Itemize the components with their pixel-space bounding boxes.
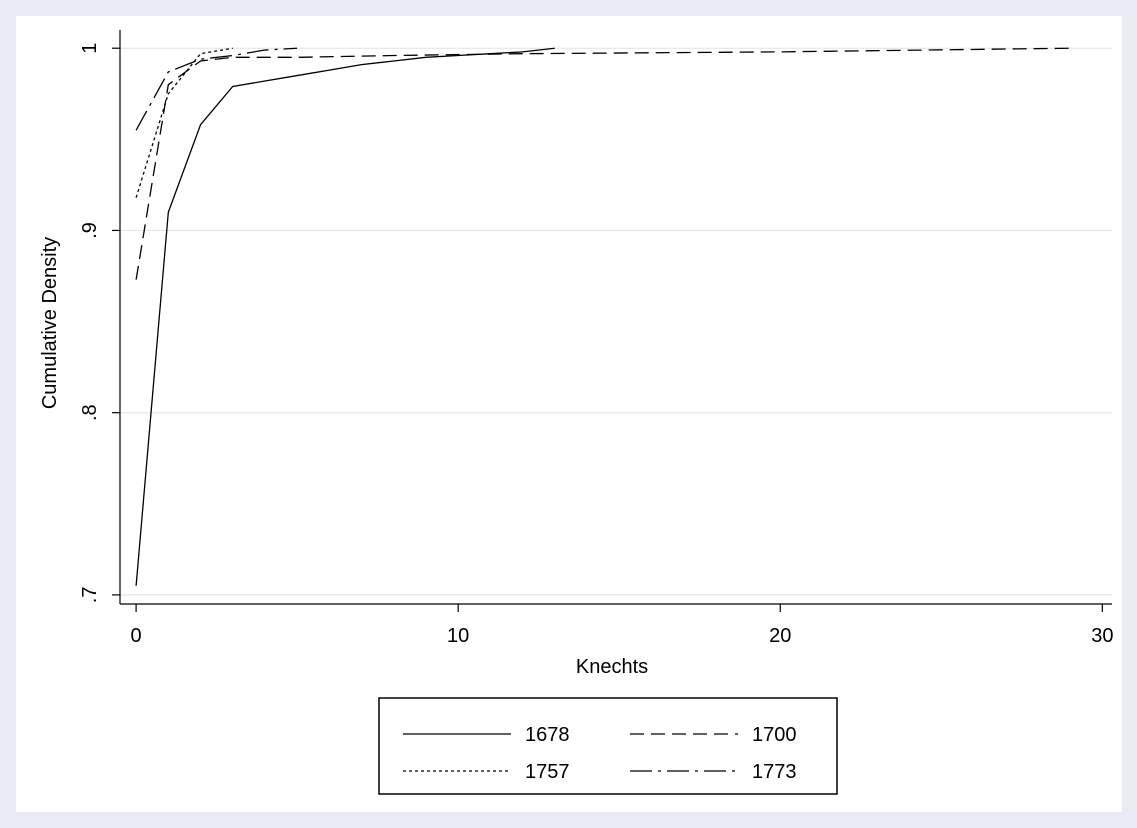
y-tick-label: .8 [79, 404, 101, 421]
chart-background [16, 16, 1122, 812]
y-tick-label: .9 [79, 222, 101, 239]
series-line-1700 [135, 47, 1071, 280]
x-axis-title: Knechts [576, 656, 648, 678]
axes: .7.8.910 10 20 30 [79, 30, 1113, 647]
legend: 1678 1700 1757 1773 [378, 697, 838, 795]
legend-label-1678: 1678 [525, 724, 570, 746]
x-tick-label: 30 [1091, 625, 1113, 647]
legend-box [378, 697, 838, 795]
x-tick-label: 20 [769, 625, 791, 647]
legend-label-1700: 1700 [752, 724, 797, 746]
y-tick-label: 1 [79, 43, 101, 54]
series-line-1757 [135, 47, 233, 198]
legend-label-1757: 1757 [525, 761, 570, 783]
x-tick-label: 10 [447, 625, 469, 647]
series-lines [135, 47, 1071, 586]
y-tick-label: .7 [79, 587, 101, 604]
gridlines [120, 47, 1112, 596]
legend-label-1773: 1773 [752, 761, 797, 783]
series-line-1678 [135, 47, 555, 586]
x-tick-label: 0 [131, 625, 142, 647]
y-axis-title: Cumulative Density [39, 237, 61, 409]
series-line-1773 [135, 47, 298, 131]
